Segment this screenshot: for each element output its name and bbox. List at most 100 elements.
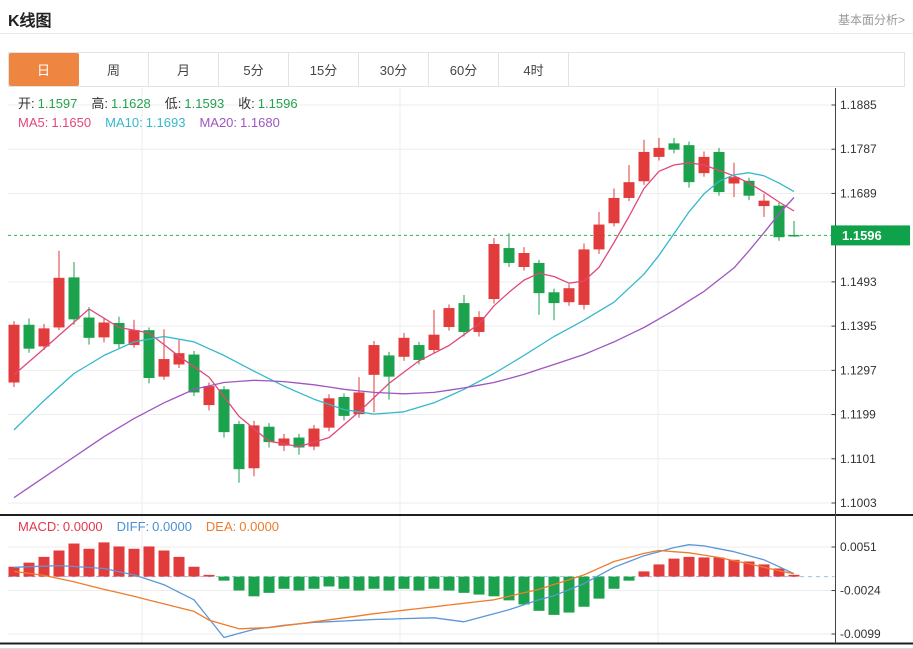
macd-bar-17 (263, 576, 275, 593)
price-tick-0: 1.1885 (840, 98, 877, 112)
candle-28 (428, 334, 440, 351)
ohlc-item-2: 低: 1.1593 (164, 96, 225, 111)
ohlc-item-0: 开: 1.1597 (18, 96, 78, 111)
macd-bar-37 (563, 576, 575, 613)
macd-bar-42 (638, 571, 650, 577)
candle-49 (743, 180, 755, 196)
macd-bar-49 (743, 561, 755, 577)
ohlc-legend: 开: 1.1597 高: 1.1628 低: 1.1593 收: 1.1596 (18, 96, 298, 112)
macd-bar-12 (188, 566, 200, 577)
dea-line (13, 549, 795, 630)
candle-23 (353, 392, 365, 415)
tab-5min[interactable]: 5分 (219, 53, 289, 86)
candle-13 (203, 386, 215, 406)
price-tick-6: 1.1199 (840, 408, 876, 422)
candle-36 (548, 292, 560, 304)
tab-month[interactable]: 月 (149, 53, 219, 86)
macd-bar-43 (653, 564, 665, 577)
tabbar-filler (569, 53, 904, 86)
ohlc-item-3: 收: 1.1596 (238, 96, 298, 111)
candle-14 (218, 389, 230, 433)
candle-43 (653, 147, 665, 157)
macd-item-1: DIFF: 0.0000 (116, 519, 192, 534)
tab-4hour[interactable]: 4时 (499, 53, 569, 86)
page-title: K线图 (8, 13, 52, 30)
macd-bar-47 (713, 557, 725, 577)
macd-bar-6 (98, 542, 110, 577)
candle-19 (293, 437, 305, 448)
candle-32 (488, 243, 500, 300)
ma-legend: MA5: 1.1650 MA10: 1.1693 MA20: 1.1680 (18, 115, 280, 131)
candle-7 (113, 322, 125, 345)
chart-bottom-border (0, 642, 913, 645)
macd-bar-15 (233, 576, 245, 591)
candle-8 (128, 330, 140, 346)
main-macd-divider (0, 514, 913, 516)
macd-tick-2: -0.0099 (840, 627, 881, 641)
candle-38 (578, 249, 590, 305)
candle-27 (413, 345, 425, 360)
macd-bar-33 (503, 576, 515, 601)
candle-25 (383, 355, 395, 377)
macd-item-2: DEA: 0.0000 (205, 519, 280, 534)
candle-10 (158, 359, 170, 377)
macd-bar-45 (683, 556, 695, 577)
macd-bar-8 (128, 548, 140, 577)
macd-bar-5 (83, 548, 95, 577)
candle-22 (338, 396, 350, 416)
candle-41 (623, 182, 635, 198)
candle-18 (278, 438, 290, 446)
macd-item-0: MACD: 0.0000 (18, 519, 103, 534)
macd-bar-52 (788, 574, 800, 577)
candle-40 (608, 197, 620, 224)
macd-bar-35 (533, 576, 545, 611)
macd-bar-29 (443, 576, 455, 591)
tab-60min[interactable]: 60分 (429, 53, 499, 86)
macd-bar-22 (338, 576, 350, 589)
candle-17 (263, 426, 275, 443)
tab-day[interactable]: 日 (9, 53, 79, 86)
price-tick-4: 1.1395 (840, 319, 877, 333)
candle-42 (638, 151, 650, 182)
current-price-badge: 1.1596 (831, 225, 910, 246)
interval-tabbar: 日周月 5分 15分 30分 60分 4时 (8, 52, 905, 87)
macd-bar-16 (248, 576, 260, 597)
macd-bar-23 (353, 576, 365, 591)
price-axis-labels: 1.1885 1.1787 1.1689 1.1493 1.1395 1.1297 1.11… (831, 98, 881, 641)
ma20-line (13, 197, 795, 499)
macd-bar-19 (293, 576, 305, 591)
price-tick-5: 1.1297 (840, 363, 877, 377)
candle-5 (83, 317, 95, 338)
macd-bar-9 (143, 546, 155, 577)
macd-bar-20 (308, 576, 320, 589)
macd-bar-44 (668, 558, 680, 577)
candle-29 (443, 308, 455, 328)
candle-24 (368, 345, 380, 375)
macd-tick-1: -0.0024 (840, 584, 881, 598)
candle-3 (53, 277, 65, 328)
candle-48 (728, 177, 740, 184)
tab-30min[interactable]: 30分 (359, 53, 429, 86)
kline-chart-svg[interactable]: 1.1885 1.1787 1.1689 1.1493 1.1395 1.1297 1.11… (0, 88, 913, 649)
price-tick-2: 1.1689 (840, 186, 877, 200)
ma-item-0: MA5: 1.1650 (18, 115, 92, 130)
tab-15min[interactable]: 15分 (289, 53, 359, 86)
macd-bar-32 (488, 576, 500, 597)
price-tick-8: 1.1003 (840, 496, 877, 510)
tab-week[interactable]: 周 (79, 53, 149, 86)
title-divider (0, 33, 913, 34)
candle-15 (233, 424, 245, 470)
macd-histogram (8, 542, 800, 615)
candle-11 (173, 353, 185, 365)
candle-51 (773, 205, 785, 238)
macd-bar-21 (323, 576, 335, 587)
macd-bar-38 (578, 576, 590, 607)
macd-bar-27 (413, 576, 425, 591)
candle-9 (143, 330, 155, 379)
candle-52 (788, 234, 800, 237)
macd-bar-18 (278, 576, 290, 589)
candle-1 (23, 324, 35, 349)
macd-tick-0: 0.0051 (840, 540, 877, 554)
ma-item-2: MA20: 1.1680 (199, 115, 280, 130)
fundamental-analysis-link[interactable]: 基本面分析> (837, 13, 905, 27)
